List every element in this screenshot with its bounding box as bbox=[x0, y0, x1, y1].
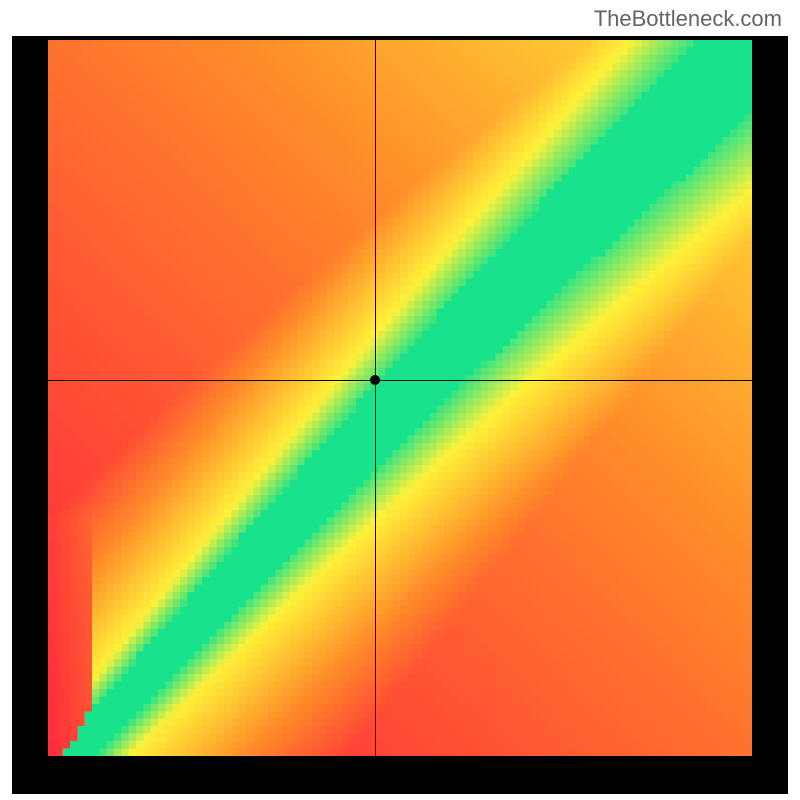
heatmap-canvas bbox=[48, 40, 752, 756]
chart-container: TheBottleneck.com bbox=[0, 0, 800, 800]
crosshair-vertical bbox=[375, 40, 376, 756]
watermark-text: TheBottleneck.com bbox=[594, 6, 782, 32]
crosshair-horizontal bbox=[48, 380, 752, 381]
plot-black-frame bbox=[12, 36, 788, 794]
